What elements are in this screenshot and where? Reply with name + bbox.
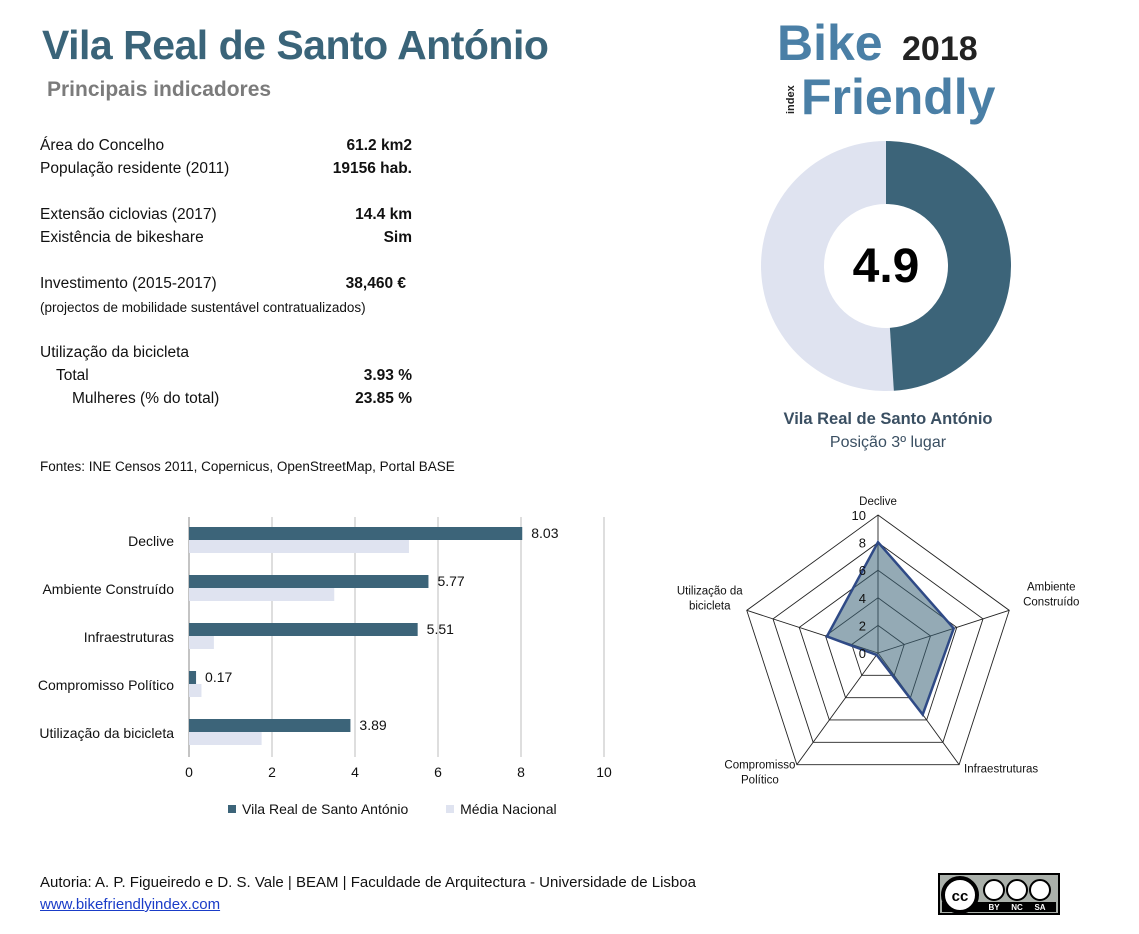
radar-tick-label: 4 [859, 591, 866, 606]
indicator-bikeshare: Existência de bikeshare Sim [40, 229, 412, 251]
score-donut: 4.9 [760, 141, 1011, 391]
indicator-value: Sim [383, 229, 412, 246]
x-tick-label: 10 [596, 764, 612, 780]
radar-tick-label: 8 [859, 536, 866, 551]
category-label: Compromisso Político [38, 677, 174, 693]
legend-label-national: Média Nacional [460, 801, 557, 818]
indicator-label: Mulheres (% do total) [72, 390, 220, 407]
indicator-label: Existência de bikeshare [40, 229, 204, 246]
bar-value-label: 3.89 [359, 717, 386, 733]
sa-icon [1029, 879, 1051, 901]
indicator-usage-total: Total 3.93 % [40, 367, 412, 389]
score-city: Vila Real de Santo António [783, 410, 993, 428]
category-label: Infraestruturas [84, 629, 174, 645]
category-label: Declive [128, 533, 174, 549]
bar-national [189, 540, 409, 553]
legend-label-city: Vila Real de Santo António [242, 801, 409, 818]
radar-grid-ring [746, 514, 1010, 766]
indicator-population: População residente (2011) 19156 hab. [40, 160, 412, 182]
radar-data-area [825, 540, 956, 718]
category-label: Utilização da bicicleta [39, 725, 174, 741]
bar-value-label: 5.77 [437, 573, 464, 589]
indicator-cycleways: Extensão ciclovias (2017) 14.4 km [40, 206, 412, 228]
license-nc: NC [1011, 903, 1023, 912]
donut-remaining-arc [760, 141, 894, 391]
indicator-label: Investimento (2015-2017) [40, 275, 217, 292]
license-sa: SA [1034, 903, 1045, 912]
indicator-investment: Investimento (2015-2017) 38,460 € [40, 275, 406, 297]
radar-grid-ring [772, 542, 984, 743]
indicator-usage-women: Mulheres (% do total) 23.85 % [40, 390, 412, 412]
page-title: Vila Real de Santo António [42, 22, 549, 68]
radar-axis-label: Ambiente Construído [1023, 581, 1079, 608]
logo-index-text: index [785, 84, 797, 114]
nc-icon [1006, 879, 1028, 901]
x-tick-label: 2 [268, 764, 276, 780]
cc-badge-band [942, 902, 1056, 912]
bike-friendly-logo: Bike 2018 index Friendly [777, 15, 996, 125]
indicator-value: 14.4 km [355, 206, 412, 223]
donut-score-arc [886, 141, 1011, 391]
bar-chart-legend: Vila Real de Santo António Média Naciona… [228, 800, 557, 817]
indicator-label: População residente (2011) [40, 160, 230, 177]
radar-tick-label: 0 [859, 646, 866, 661]
indicator-label: Utilização da bicicleta [40, 344, 190, 361]
indicator-value: 38,460 € [345, 275, 406, 292]
radar-tick-label: 10 [852, 508, 866, 523]
score-rank: Posição 3º lugar [829, 434, 947, 451]
cc-icon-text: cc [952, 888, 969, 905]
indicator-label: Extensão ciclovias (2017) [40, 206, 217, 223]
bar-national [189, 684, 202, 697]
radar-spoke [796, 652, 879, 765]
page-subtitle: Principais indicadores [47, 78, 272, 101]
x-tick-label: 8 [517, 764, 525, 780]
bar-national [189, 732, 262, 745]
x-tick-label: 4 [351, 764, 359, 780]
radar-axis-label: Compromisso Político [724, 760, 795, 787]
score-value: 4.9 [853, 240, 920, 293]
indicator-label: Área do Concelho [40, 137, 165, 154]
bar-city [189, 719, 351, 732]
category-label: Ambiente Construído [42, 581, 174, 597]
indicator-value: 61.2 km2 [346, 137, 413, 154]
bar-city [189, 623, 418, 636]
bar-national [189, 588, 335, 601]
bar-value-label: 8.03 [531, 525, 558, 541]
bar-national [189, 636, 214, 649]
bar-value-label: 0.17 [205, 669, 232, 685]
radar-tick-label: 6 [859, 563, 866, 578]
legend-swatch-national [446, 805, 455, 814]
logo-friendly-text: Friendly [801, 69, 996, 125]
indicator-area: Área do Concelho 61.2 km2 [40, 137, 412, 159]
investment-note: (projectos de mobilidade sustentável con… [40, 300, 366, 315]
indicator-value: 3.93 % [363, 367, 412, 384]
by-icon [983, 879, 1005, 901]
radar-axis-label: Infraestruturas [964, 764, 1038, 776]
indicator-bar-chart: 0 2 4 6 8 10 Declive 8.03 Ambiente Construído 5.7… [38, 517, 612, 780]
bar-value-label: 5.51 [427, 621, 454, 637]
license-by: BY [988, 903, 1000, 912]
indicator-label: Total [56, 367, 89, 384]
radar-axis-label: Utilização da bicicleta [677, 585, 743, 612]
radar-axis-label: Declive [859, 496, 897, 508]
radar-tick-label: 2 [859, 618, 866, 633]
x-tick-label: 0 [185, 764, 193, 780]
indicator-usage-heading: Utilização da bicicleta [40, 344, 412, 366]
website-link[interactable]: www.bikefriendlyindex.com [40, 896, 221, 913]
cc-license-badge: cc BY NC SA [938, 873, 1060, 915]
bar-city [189, 575, 429, 588]
authors-footer: Autoria: A. P. Figueiredo e D. S. Vale |… [40, 874, 696, 891]
indicator-value: 23.85 % [355, 390, 412, 407]
logo-year-text: 2018 [902, 30, 978, 68]
x-tick-label: 6 [434, 764, 442, 780]
bar-city [189, 671, 197, 684]
logo-bike-text: Bike [777, 15, 883, 71]
bar-city [189, 527, 523, 540]
legend-swatch-city [228, 805, 236, 814]
indicator-value: 19156 hab. [332, 160, 412, 177]
cc-icon [941, 876, 979, 914]
sources-note: Fontes: INE Censos 2011, Copernicus, Ope… [40, 459, 455, 474]
